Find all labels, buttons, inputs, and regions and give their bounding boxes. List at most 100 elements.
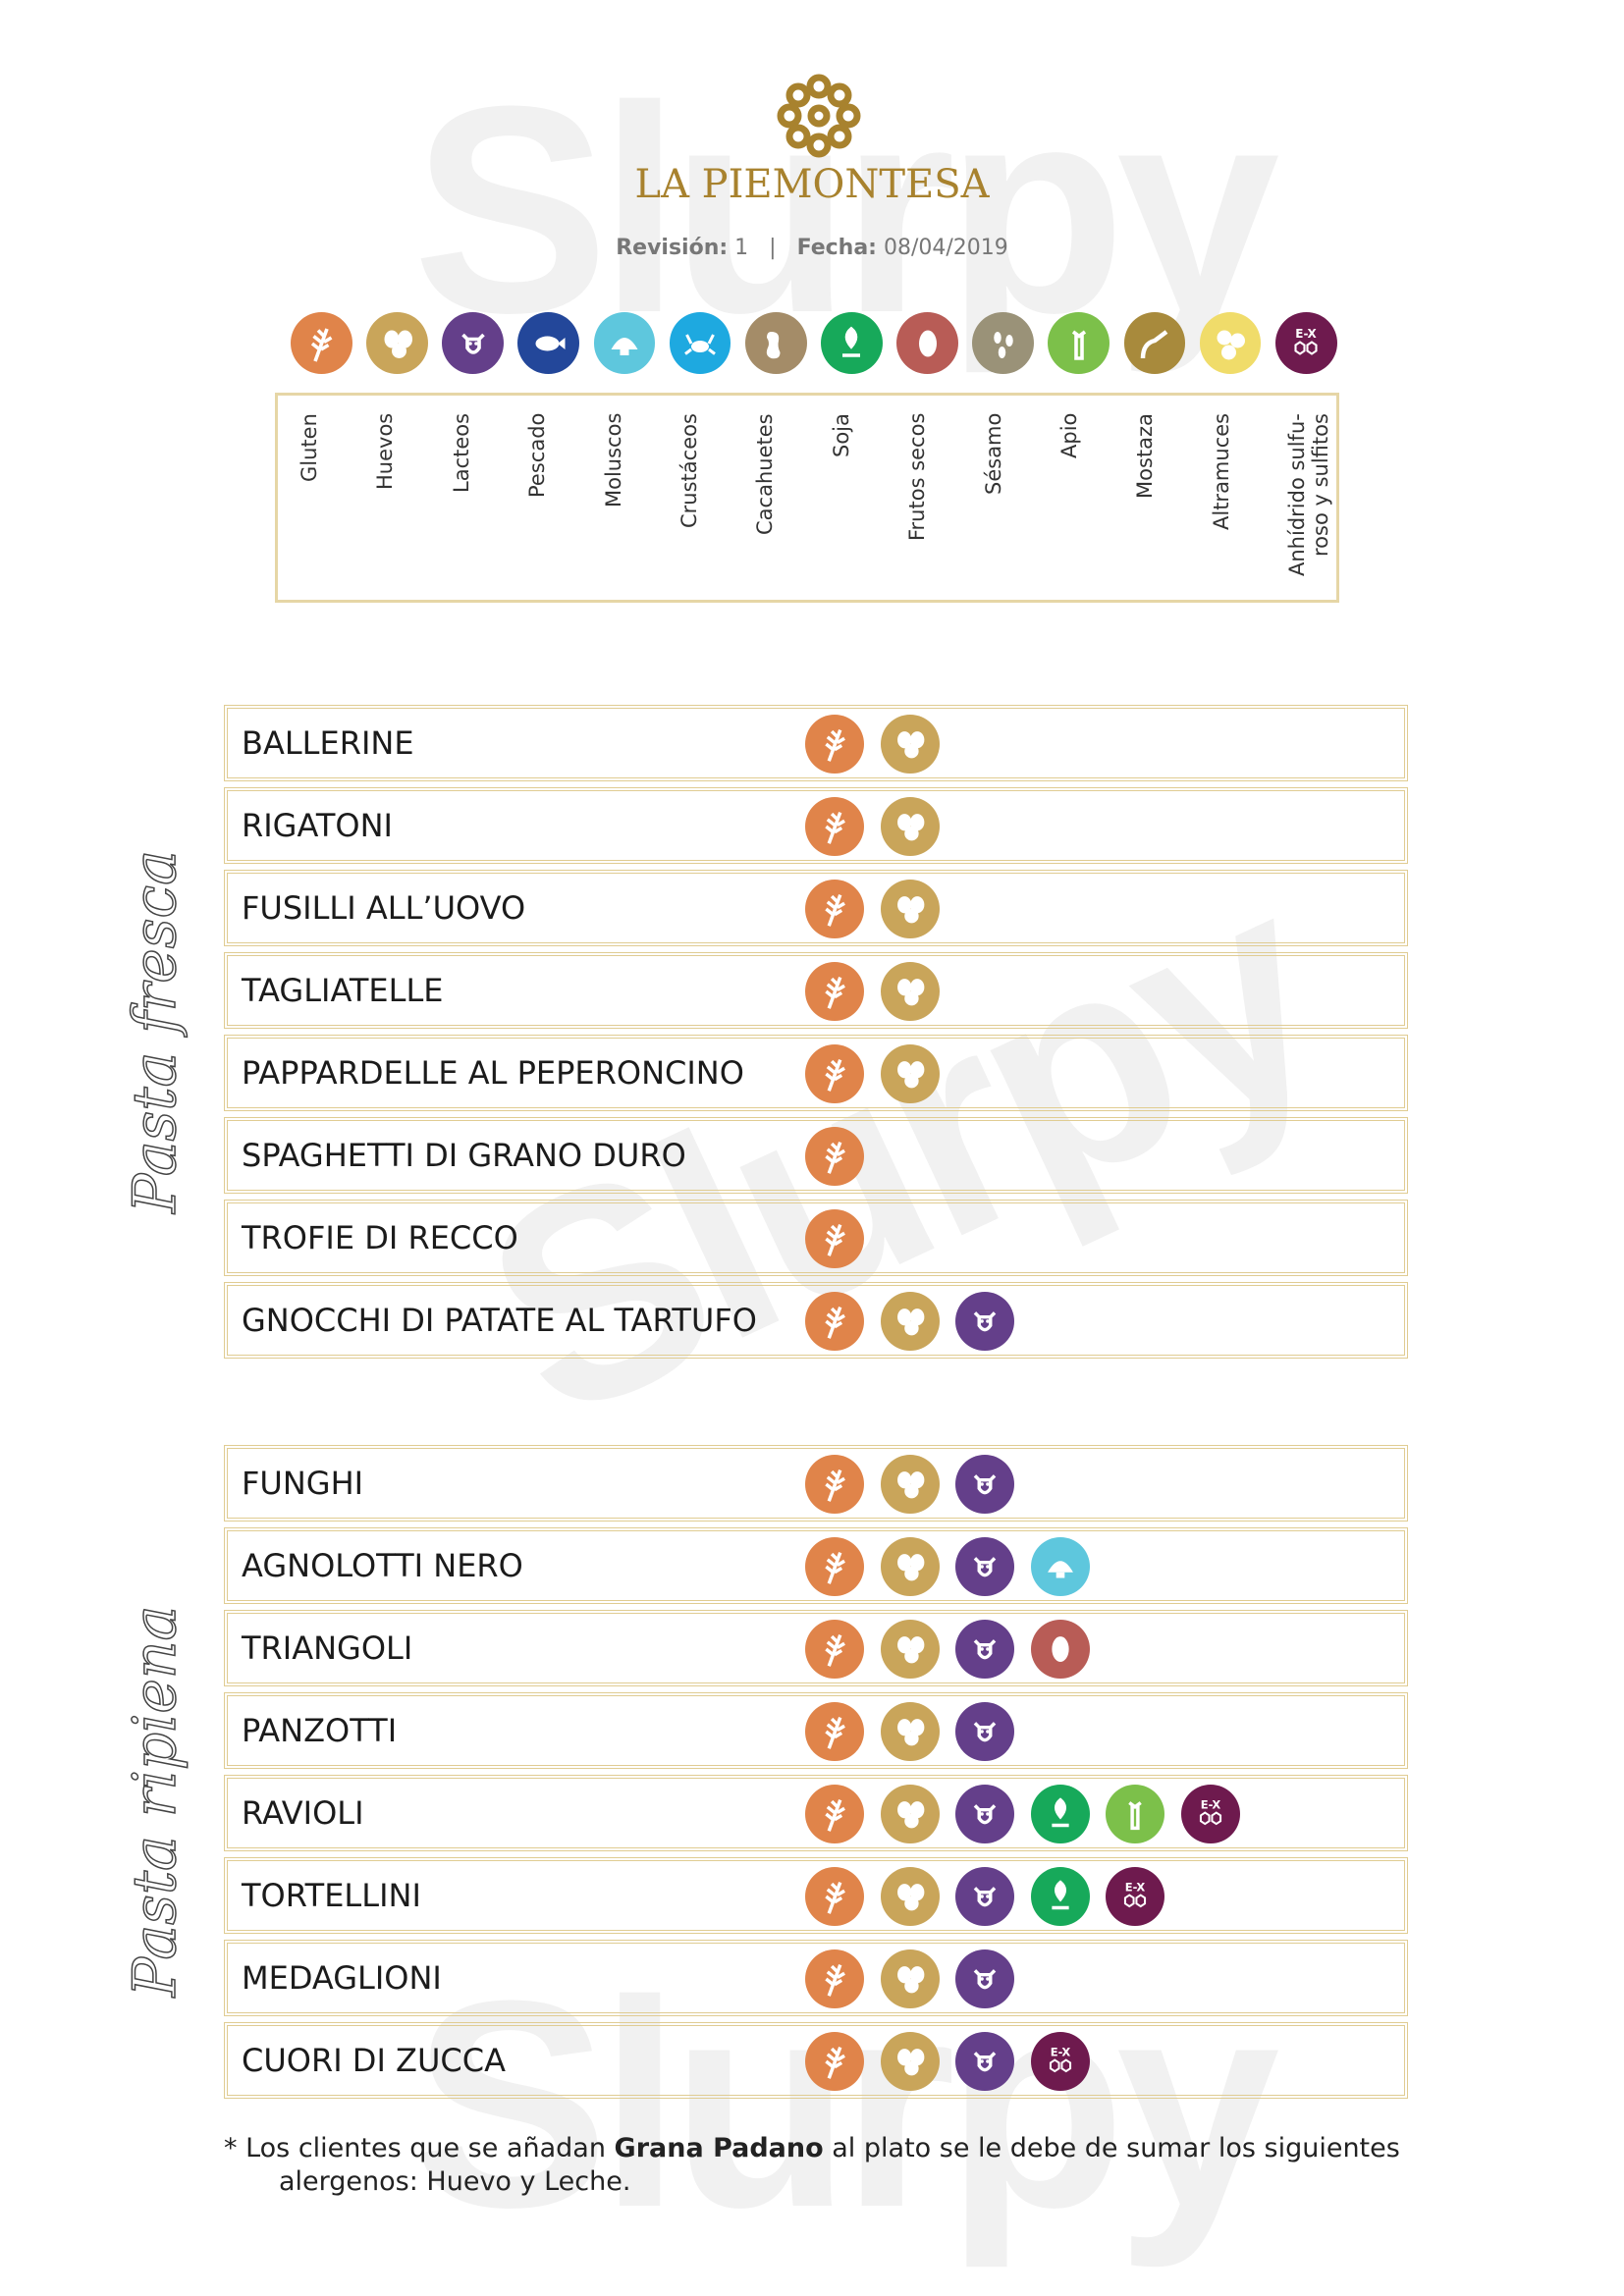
wheat-icon <box>805 880 864 938</box>
dish-allergens <box>805 715 955 774</box>
dish-allergens <box>805 880 955 938</box>
sesame-icon <box>972 312 1035 374</box>
eggs-icon <box>880 962 940 1021</box>
wheat-icon <box>805 715 864 774</box>
allergen-label-gluten: Gluten <box>298 413 321 482</box>
dish-name: FUNGHI <box>242 1465 364 1502</box>
dish-name: PANZOTTI <box>242 1712 398 1749</box>
svg-text:E-X: E-X <box>1200 1797 1220 1811</box>
dish-row: GNOCCHI DI PATATE AL TARTUFO <box>224 1282 1408 1359</box>
cow-icon <box>442 312 505 374</box>
lupin-icon <box>1199 312 1262 374</box>
revision-value: 1 <box>734 236 749 260</box>
dish-name: TORTELLINI <box>242 1877 421 1914</box>
separator: | <box>769 236 777 260</box>
soy-icon <box>1030 1867 1090 1926</box>
eggs-icon <box>366 312 428 374</box>
soy-icon <box>1030 1785 1090 1843</box>
allergen-label-cacahuetes: Cacahuetes <box>753 413 778 535</box>
restaurant-title: LA PIEMONTESA <box>634 162 990 207</box>
dish-row: FUNGHI <box>224 1445 1408 1522</box>
wheat-icon <box>805 2032 864 2091</box>
allergen-label-moluscos: Moluscos <box>601 413 625 508</box>
dish-name: PAPPARDELLE AL PEPERONCINO <box>242 1054 744 1092</box>
eggs-icon <box>880 1785 940 1843</box>
dish-row: FUSILLI ALL’UOVO <box>224 870 1408 946</box>
allergen-legend-icons: E-X <box>291 312 1351 377</box>
dish-name: RAVIOLI <box>242 1794 364 1832</box>
svg-text:E-X: E-X <box>1295 327 1317 341</box>
wheat-icon <box>805 1867 864 1926</box>
wheat-icon <box>805 1292 864 1351</box>
wheat-icon <box>805 797 864 856</box>
svg-text:E-X: E-X <box>1050 2045 1070 2058</box>
eggs-icon <box>880 1455 940 1514</box>
dish-allergens: E-X <box>805 2032 1106 2091</box>
dish-name: GNOCCHI DI PATATE AL TARTUFO <box>242 1302 757 1339</box>
dish-allergens: E-X <box>805 1867 1181 1926</box>
allergen-label-lacteos: Lacteos <box>449 413 473 494</box>
wheat-icon <box>805 1949 864 2008</box>
eggs-icon <box>880 1867 940 1926</box>
nut-icon <box>896 312 958 374</box>
eggs-icon <box>880 797 940 856</box>
dish-allergens <box>805 1209 881 1268</box>
wheat-icon <box>805 1620 864 1679</box>
eggs-icon <box>880 2032 940 2091</box>
wheat-icon <box>805 1455 864 1514</box>
dish-name: SPAGHETTI DI GRANO DURO <box>242 1137 686 1174</box>
allergen-label-crustaceos: Crustáceos <box>677 413 701 528</box>
allergen-label-sesamo: Sésamo <box>981 413 1005 496</box>
cow-icon <box>955 1867 1014 1926</box>
eggs-icon <box>880 1702 940 1761</box>
dish-name: TROFIE DI RECCO <box>242 1219 518 1256</box>
allergen-label-frutos: Frutos secos <box>905 413 930 542</box>
wheat-icon <box>805 1127 864 1186</box>
dish-row: RIGATONI <box>224 787 1408 864</box>
dish-allergens <box>805 1620 1106 1679</box>
eggs-icon <box>880 1537 940 1596</box>
dish-name: TRIANGOLI <box>242 1629 413 1667</box>
cow-icon <box>955 1785 1014 1843</box>
allergen-legend-labels: Gluten Huevos Lacteos Pescado Moluscos Crustá… <box>275 393 1339 603</box>
dish-allergens <box>805 1455 1031 1514</box>
sulphite-icon: E-X <box>1106 1867 1164 1926</box>
nut-icon <box>1030 1620 1090 1679</box>
allergen-label-huevos: Huevos <box>373 413 398 491</box>
dish-name: BALLERINE <box>242 724 414 762</box>
dish-allergens: E-X <box>805 1785 1256 1843</box>
shell-icon <box>593 312 656 374</box>
shell-icon <box>1030 1537 1090 1596</box>
fish-icon <box>517 312 580 374</box>
eggs-icon <box>880 1949 940 2008</box>
dish-row: AGNOLOTTI NERO <box>224 1527 1408 1604</box>
celery-icon <box>1106 1785 1164 1843</box>
allergen-label-altramuces: Altramuces <box>1209 413 1233 531</box>
eggs-icon <box>880 880 940 938</box>
logo <box>770 67 868 165</box>
dish-name: AGNOLOTTI NERO <box>242 1547 523 1584</box>
cow-icon <box>955 1537 1014 1596</box>
date-value: 08/04/2019 <box>883 236 1008 260</box>
dish-allergens <box>805 1949 1031 2008</box>
cow-icon <box>955 1702 1014 1761</box>
dish-name: RIGATONI <box>242 807 393 844</box>
dish-allergens <box>805 962 955 1021</box>
allergen-label-pescado: Pescado <box>525 413 550 499</box>
dish-row: TAGLIATELLE <box>224 952 1408 1029</box>
dish-name: MEDAGLIONI <box>242 1959 442 1997</box>
cow-icon <box>955 2032 1014 2091</box>
dish-allergens <box>805 1702 1031 1761</box>
allergen-label-mostaza: Mostaza <box>1133 413 1158 499</box>
svg-text:E-X: E-X <box>1125 1880 1146 1894</box>
crab-icon <box>669 312 731 374</box>
dish-row: TORTELLINI E-X <box>224 1857 1408 1934</box>
section-title-pasta-fresca: Pasta fresca <box>120 849 190 1213</box>
dish-row: CUORI DI ZUCCA E-X <box>224 2022 1408 2099</box>
cow-icon <box>955 1620 1014 1679</box>
eggs-icon <box>880 715 940 774</box>
soy-icon <box>820 312 883 374</box>
wheat-icon <box>805 1702 864 1761</box>
dish-row: TRIANGOLI <box>224 1610 1408 1686</box>
peanut-icon <box>744 312 807 374</box>
